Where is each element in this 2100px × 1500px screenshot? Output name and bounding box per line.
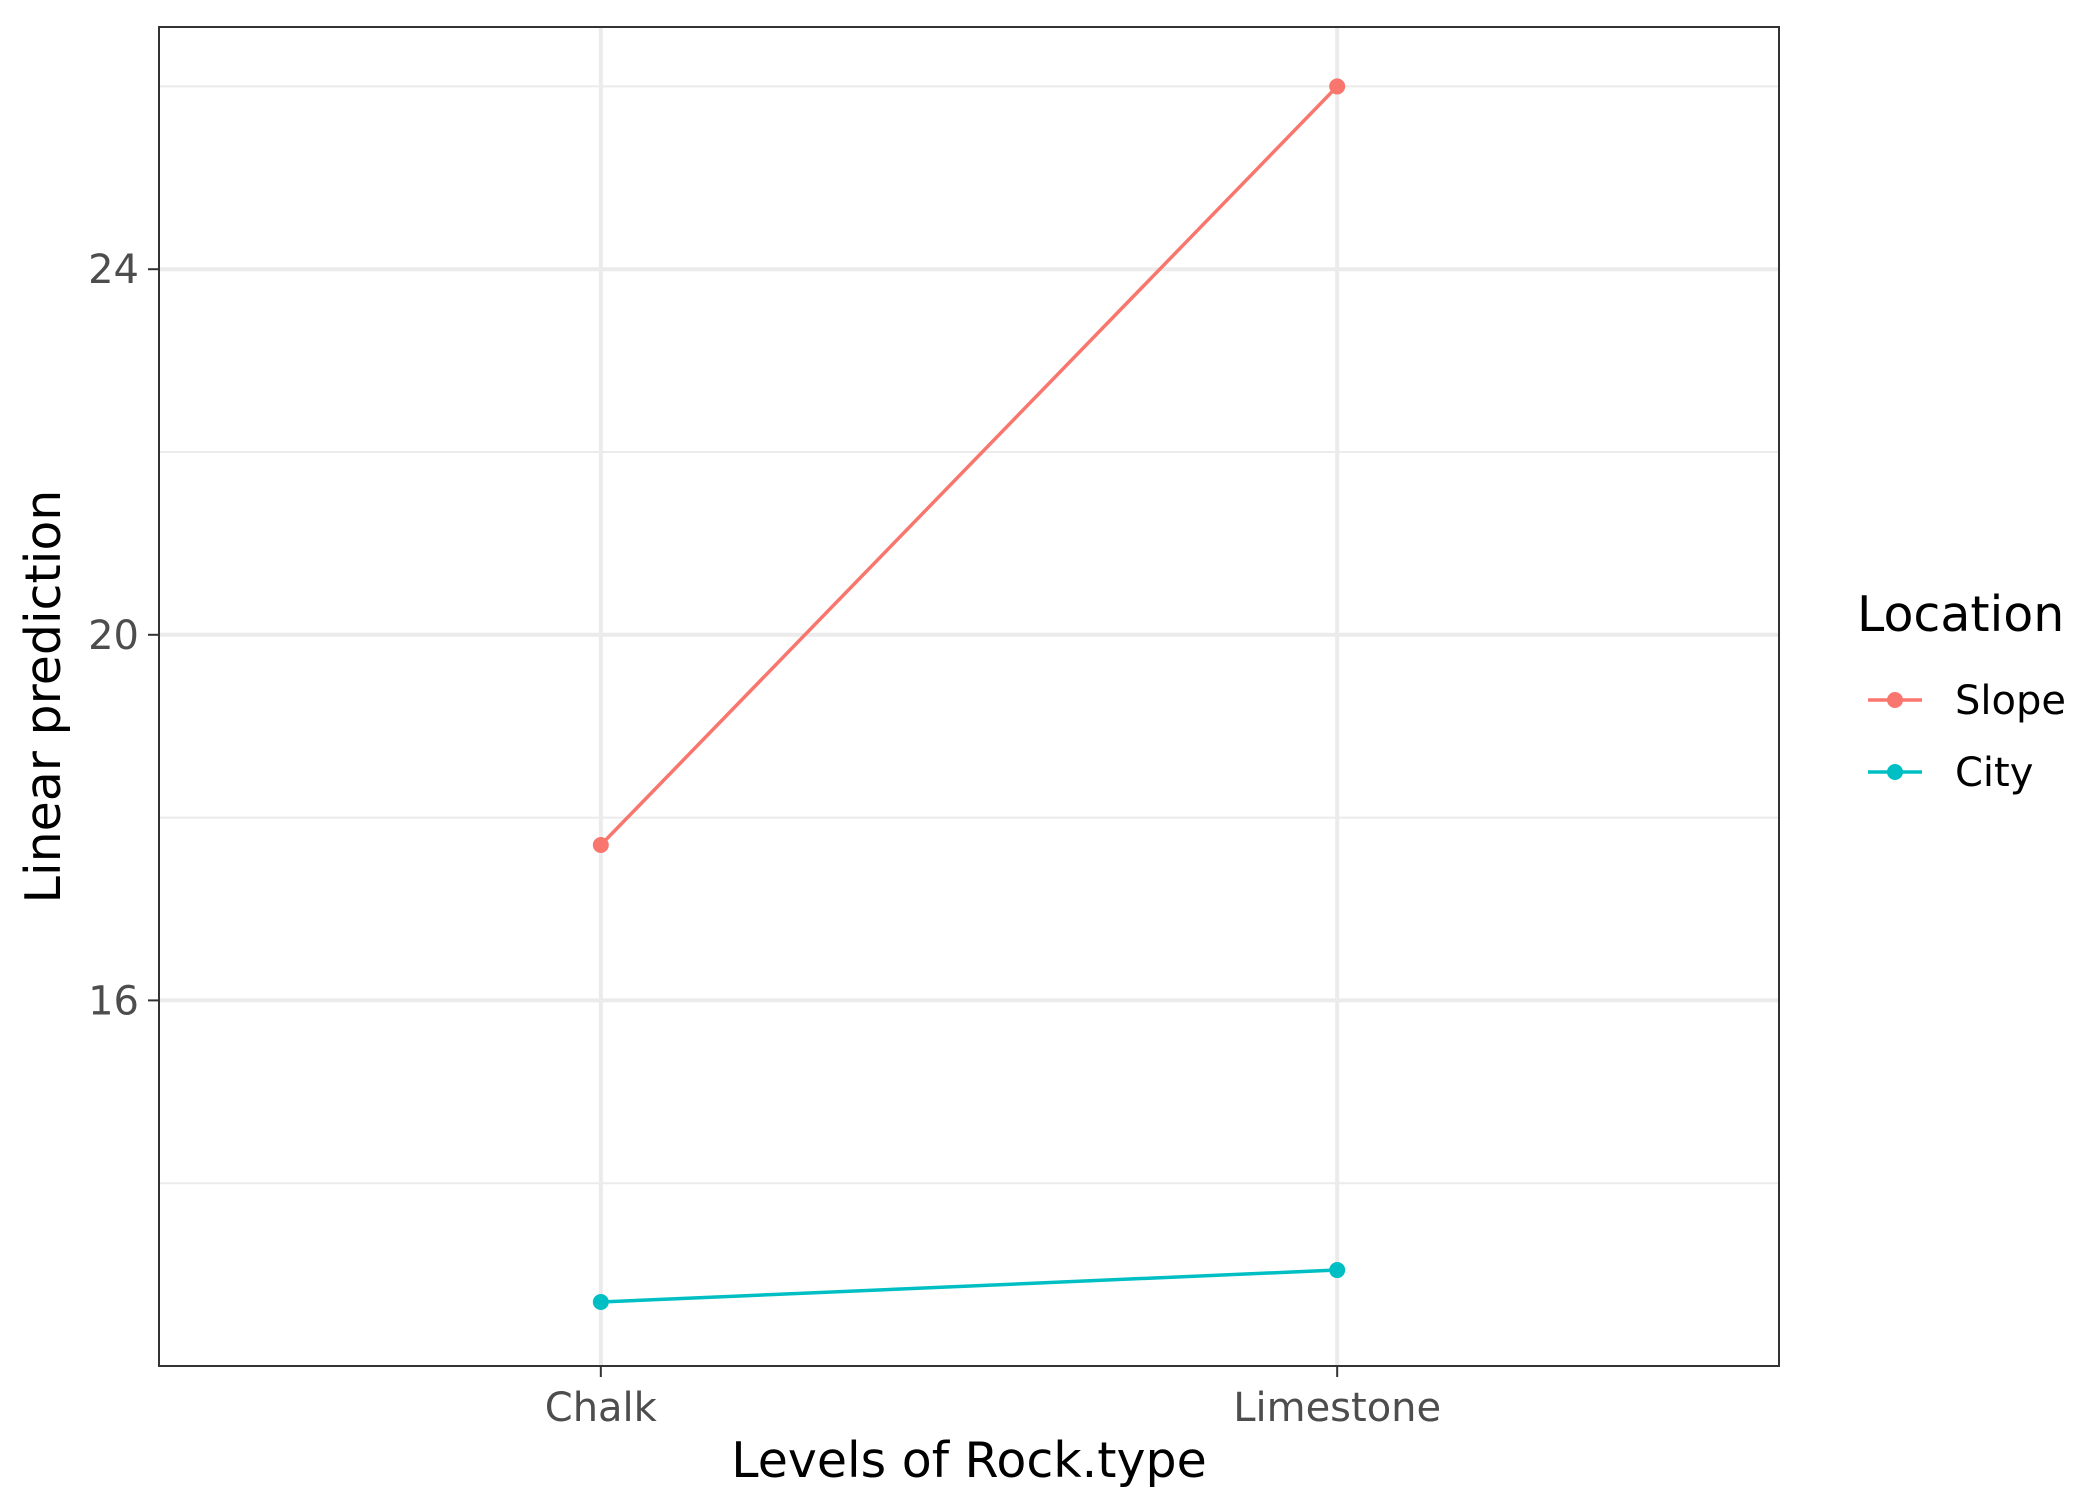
legend-label-city: City (1955, 750, 2033, 796)
x-tick-label: Chalk (545, 1385, 658, 1431)
y-tick-label: 24 (88, 247, 139, 293)
gridlines (159, 27, 1779, 1366)
legend-title: Location (1857, 586, 2064, 643)
series-line-city (600, 1268, 1338, 1304)
data-point-slope-chalk (592, 837, 609, 854)
legend: Location Slope City (1857, 586, 2066, 796)
legend-label-slope: Slope (1955, 678, 2066, 724)
y-tick-label: 20 (88, 613, 139, 659)
series-line-slope (599, 85, 1339, 847)
series-layer (592, 78, 1346, 1311)
data-point-city-limestone (1329, 1262, 1346, 1279)
y-tick-label: 16 (88, 978, 139, 1024)
legend-item-slope: Slope (1868, 678, 2066, 724)
legend-key-point-city (1887, 764, 1903, 780)
panel-border (158, 26, 1780, 1367)
x-axis-title: Levels of Rock.type (731, 1432, 1206, 1489)
x-tick-label: Limestone (1233, 1385, 1441, 1431)
y-axis-title: Linear prediction (15, 490, 72, 904)
legend-item-city: City (1868, 750, 2033, 796)
axes-layer: 16 20 24 Chalk Limestone (88, 247, 1441, 1431)
legend-key-point-slope (1887, 692, 1903, 708)
data-point-slope-limestone (1329, 78, 1346, 95)
data-point-city-chalk (592, 1294, 609, 1311)
legend-items: Slope City (1868, 678, 2066, 796)
